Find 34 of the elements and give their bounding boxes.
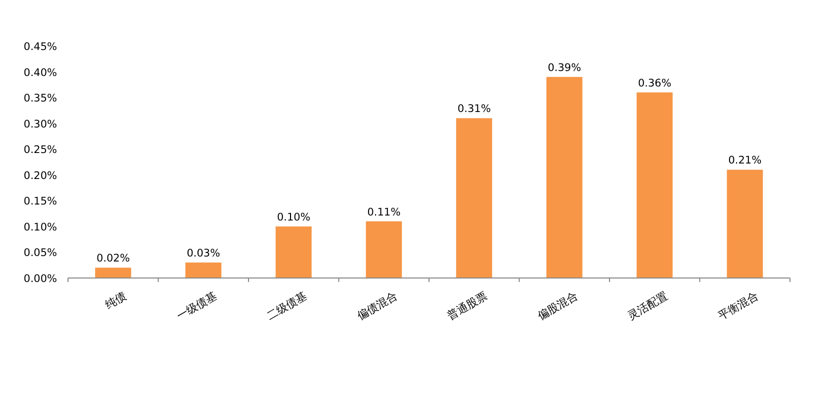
data-label: 0.03% — [186, 248, 220, 260]
x-tick-label: 一级债基 — [174, 289, 219, 323]
bar — [276, 226, 312, 278]
y-tick-label: 0.45% — [24, 41, 58, 53]
bar — [456, 118, 492, 278]
bar — [726, 170, 763, 278]
data-label: 0.10% — [276, 211, 310, 224]
y-tick-label: 0.40% — [24, 66, 58, 79]
x-tick-label: 偏债混合 — [354, 289, 400, 323]
bar — [185, 262, 222, 278]
data-label: 0.11% — [367, 206, 401, 218]
y-tick-label: 0.30% — [24, 118, 58, 130]
x-tick-label: 灵活配置 — [626, 289, 670, 323]
x-tick-label: 偏股混合 — [535, 289, 580, 323]
data-label: 0.31% — [457, 103, 491, 116]
x-tick-label: 普通股票 — [445, 289, 490, 323]
data-label: 0.02% — [96, 252, 130, 265]
y-tick-label: 0.35% — [24, 92, 58, 105]
bar — [95, 268, 132, 278]
y-tick-label: 0.05% — [24, 247, 58, 260]
data-label: 0.39% — [548, 62, 582, 74]
y-tick-label: 0.10% — [24, 221, 58, 234]
x-tick-label: 二级债基 — [264, 289, 310, 323]
y-tick-label: 0.00% — [24, 273, 58, 285]
x-tick-label: 平衡混合 — [716, 289, 760, 323]
y-tick-label: 0.20% — [24, 170, 58, 182]
y-tick-label: 0.25% — [24, 144, 58, 156]
bar — [366, 221, 402, 278]
x-tick-label: 纯债 — [103, 289, 129, 312]
data-label: 0.36% — [638, 77, 672, 90]
bar — [546, 76, 582, 278]
bar — [636, 92, 673, 278]
data-label: 0.21% — [728, 154, 762, 167]
y-tick-label: 0.15% — [24, 196, 58, 208]
